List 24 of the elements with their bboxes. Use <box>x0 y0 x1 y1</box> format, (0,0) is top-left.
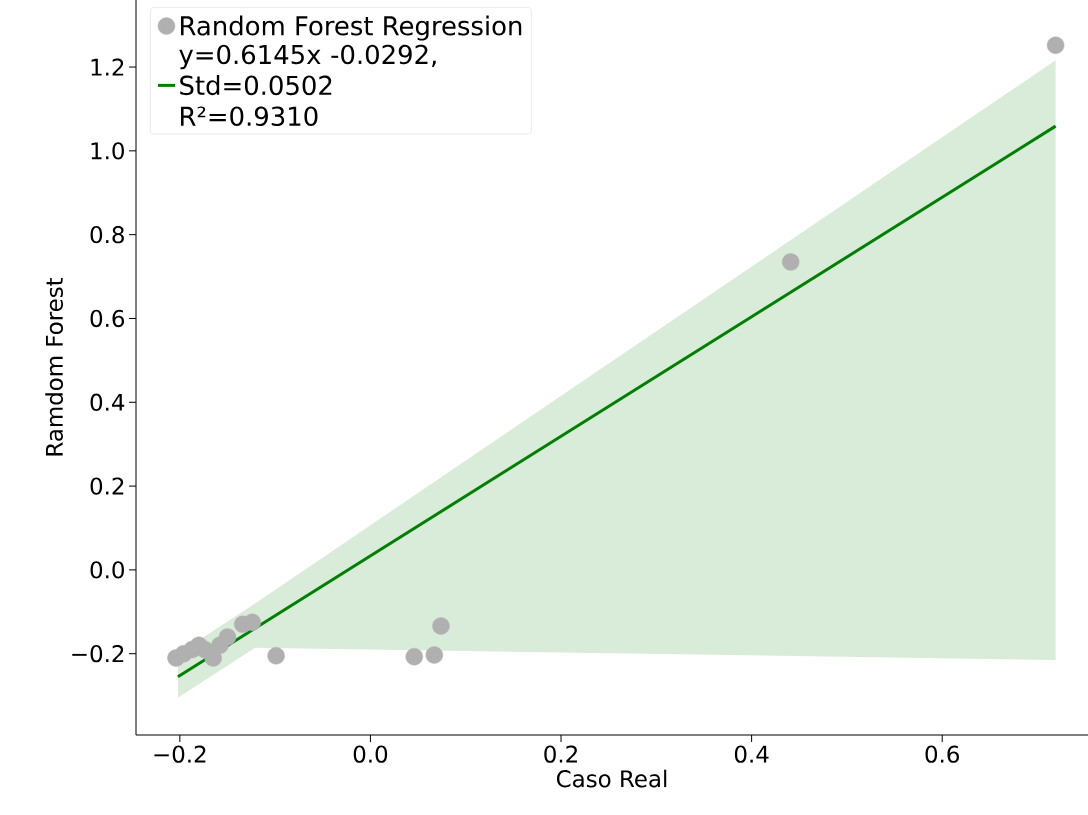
x-tick-label: 0.2 <box>544 745 577 763</box>
y-tick-label: 0.2 <box>90 477 124 495</box>
x-tick-label: −0.2 <box>154 745 206 763</box>
point <box>218 628 237 646</box>
y-axis-title: Ramdom Forest <box>45 277 63 456</box>
y-tick-label: 0.8 <box>90 225 124 244</box>
y-tick-label: 1.0 <box>91 142 124 160</box>
point <box>432 617 450 635</box>
y-tick-label: 0.0 <box>90 561 124 579</box>
legend-label: Random Forest Regression <box>181 15 522 41</box>
x-tick-label: 0.0 <box>353 745 388 763</box>
y-tick-label: 0.4 <box>90 393 125 411</box>
point <box>267 647 285 665</box>
y-tick-label: 0.6 <box>90 309 125 328</box>
x-tick-label: 0.6 <box>925 745 959 763</box>
point <box>405 647 423 666</box>
y-tick-label: 1.2 <box>91 58 124 76</box>
point <box>1046 36 1065 54</box>
legend-label: y=0.6145x -0.0292, Std=0.0502 R²=0.9310 <box>179 44 436 127</box>
x-axis-title: Caso Real <box>556 769 667 788</box>
x-tick-label: 0.4 <box>734 745 769 763</box>
point <box>425 646 443 664</box>
point <box>781 253 800 271</box>
y-tick-label: −0.2 <box>72 645 124 663</box>
